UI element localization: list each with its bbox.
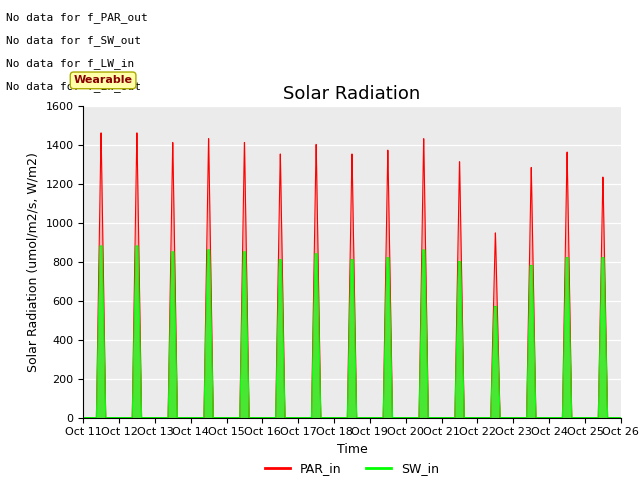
- Text: No data for f_SW_out: No data for f_SW_out: [6, 35, 141, 46]
- Text: No data for f_LW_in: No data for f_LW_in: [6, 58, 134, 69]
- Y-axis label: Solar Radiation (umol/m2/s, W/m2): Solar Radiation (umol/m2/s, W/m2): [27, 152, 40, 372]
- Legend: PAR_in, SW_in: PAR_in, SW_in: [260, 457, 444, 480]
- Text: No data for f_PAR_out: No data for f_PAR_out: [6, 12, 148, 23]
- Text: No data for f_LW_out: No data for f_LW_out: [6, 81, 141, 92]
- X-axis label: Time: Time: [337, 443, 367, 456]
- Text: Wearable: Wearable: [74, 75, 132, 85]
- Title: Solar Radiation: Solar Radiation: [284, 84, 420, 103]
